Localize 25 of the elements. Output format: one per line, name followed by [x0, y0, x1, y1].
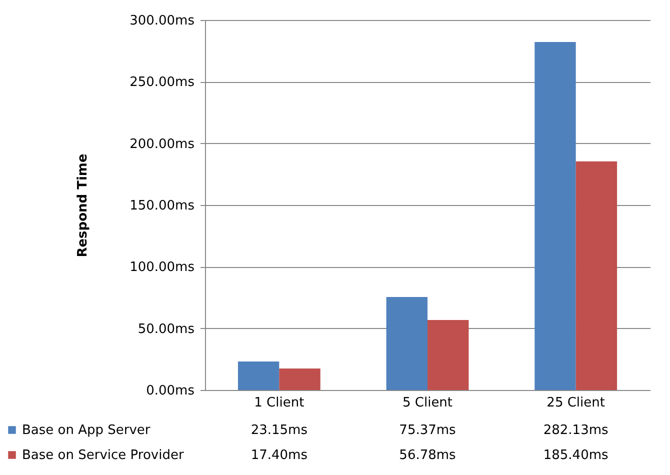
y-tick-label: 0.00ms — [146, 384, 195, 398]
y-tick-label: 150.00ms — [130, 198, 195, 214]
data-label: 23.15ms — [250, 423, 308, 438]
data-label: 282.13ms — [543, 423, 609, 438]
y-tick-label: 200.00ms — [130, 136, 195, 152]
data-label: 185.40ms — [543, 448, 609, 463]
bar — [238, 361, 280, 390]
legend-label: Base on App Server — [22, 423, 151, 438]
y-tick-label: 250.00ms — [130, 75, 195, 90]
legend-label: Base on Service Provider — [22, 448, 184, 463]
data-label: 17.40ms — [250, 448, 308, 463]
y-tick-label: 50.00ms — [138, 322, 195, 337]
bar — [534, 42, 576, 390]
bar — [279, 368, 320, 390]
data-label: 56.78ms — [399, 448, 456, 463]
y-tick-label: 100.00ms — [130, 260, 195, 276]
x-tick-label: 5 Client — [402, 396, 453, 410]
x-tick-label: 1 Client — [254, 396, 304, 410]
bar — [386, 297, 428, 390]
bar — [428, 320, 469, 390]
data-label: 75.37ms — [399, 423, 456, 438]
bar — [576, 161, 618, 390]
y-axis-title: Respond Time — [76, 154, 91, 258]
x-tick-label: 25 Client — [546, 396, 605, 410]
y-tick-label: 300.00ms — [130, 14, 195, 28]
